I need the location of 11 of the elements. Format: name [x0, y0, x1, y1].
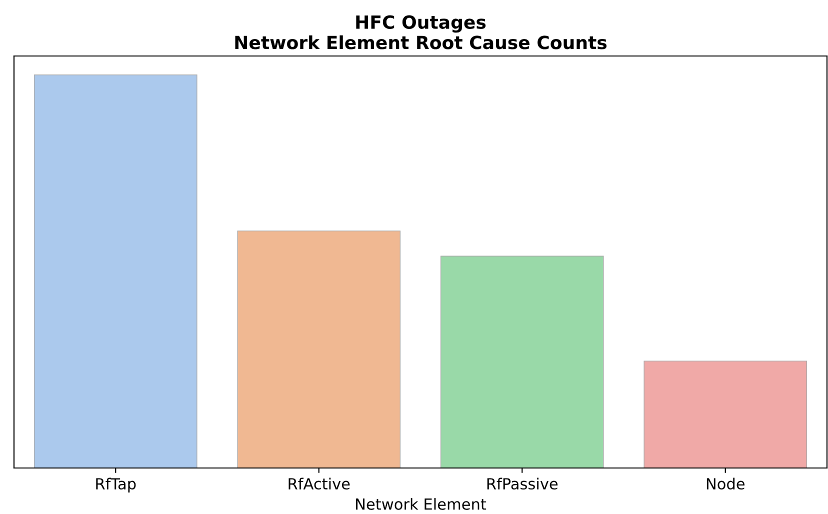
bar [440, 256, 604, 468]
x-tick-label: RfTap [96, 478, 136, 493]
chart-title: HFC Outages [356, 15, 486, 33]
x-tick-label: RfPassive [487, 478, 558, 490]
x-tick-label: Node [706, 478, 744, 490]
bar [644, 360, 808, 468]
x-tick-label: RfActive [288, 478, 350, 490]
bar [237, 230, 401, 468]
x-axis-title: Network Element [356, 498, 486, 510]
chart-subtitle: Network Element Root Cause Counts [235, 35, 607, 50]
bar [34, 74, 198, 468]
